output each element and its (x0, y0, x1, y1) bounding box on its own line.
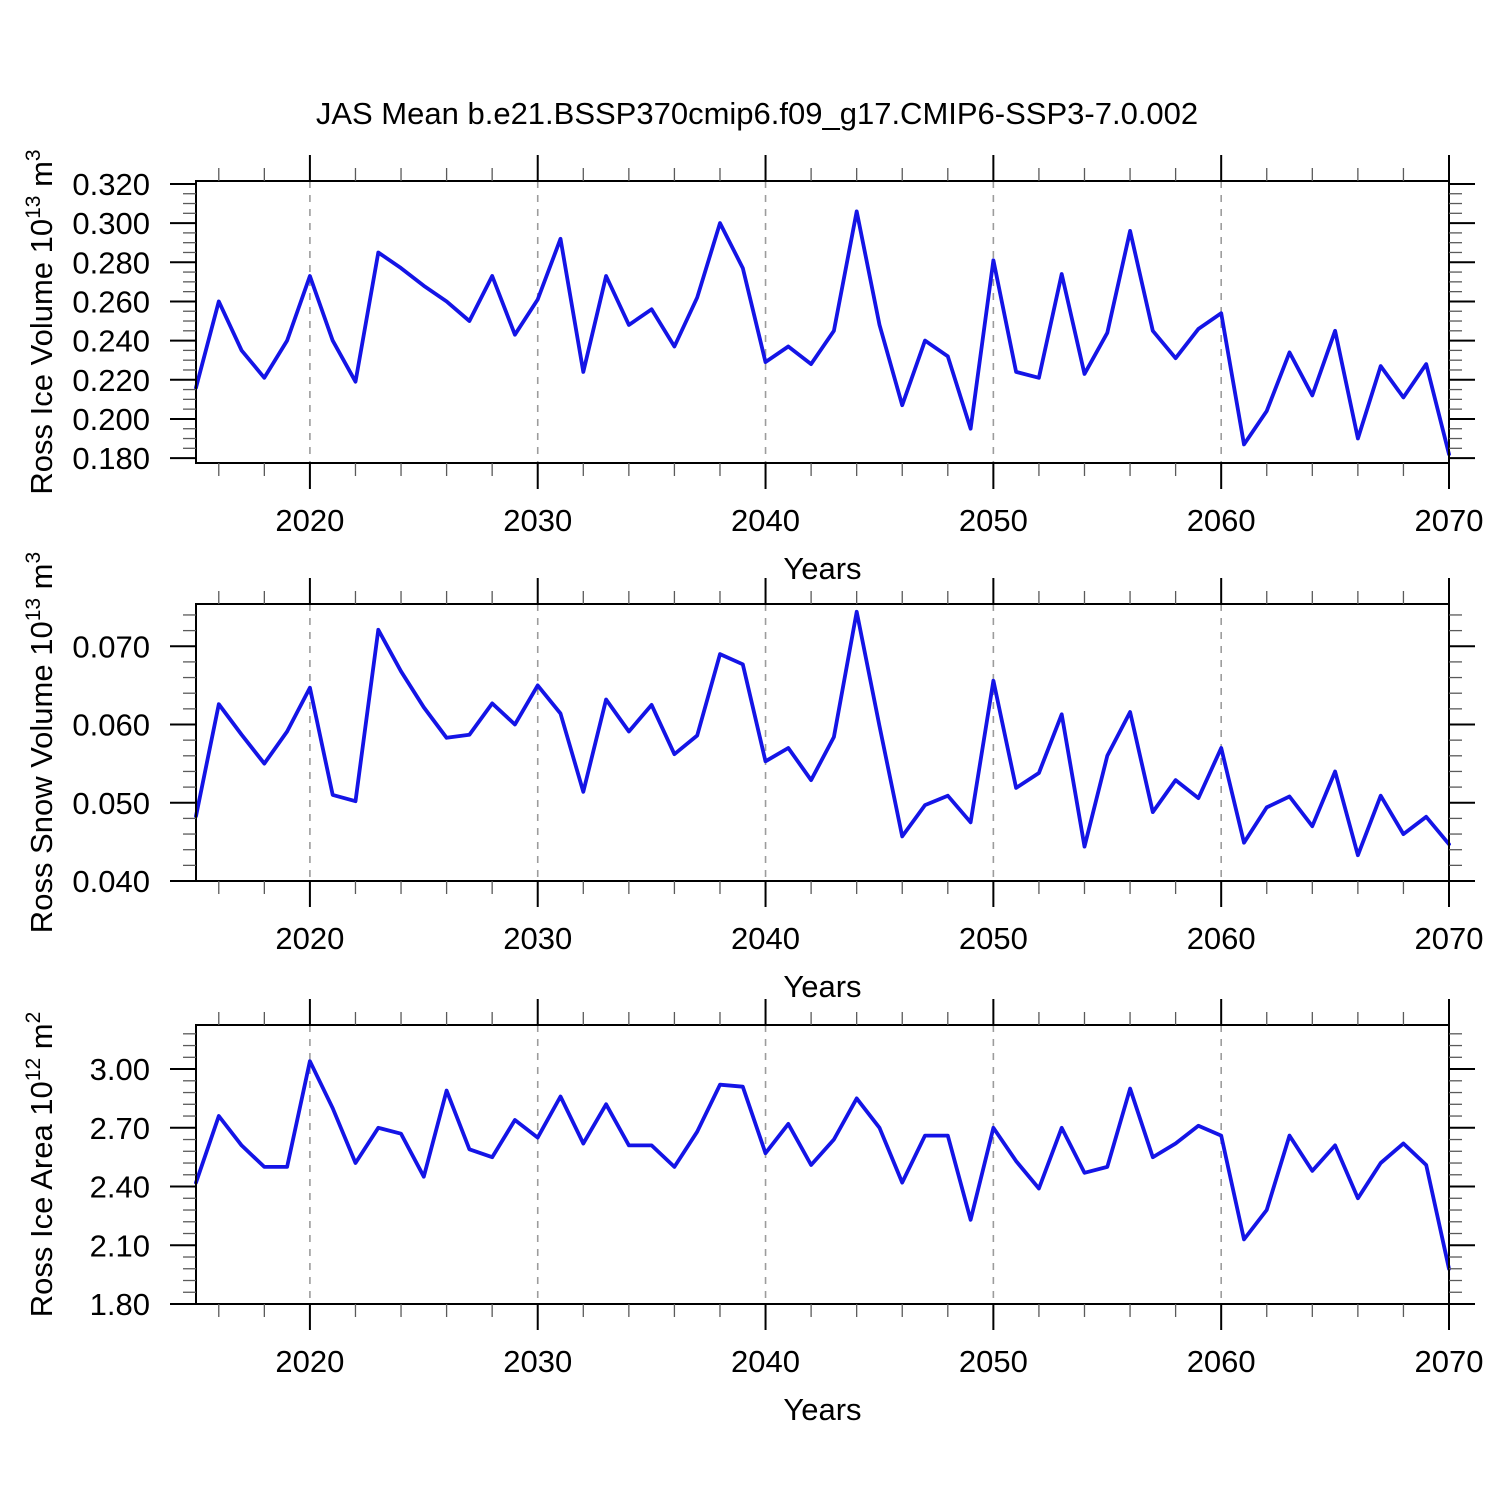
x-tick-label: 2050 (959, 1344, 1028, 1379)
y-tick-label: 1.80 (90, 1287, 150, 1322)
x-tick-label: 2070 (1415, 503, 1484, 538)
x-tick-label: 2040 (731, 503, 800, 538)
y-tick-label: 0.260 (72, 284, 150, 319)
x-tick-label: 2060 (1187, 503, 1256, 538)
y-tick-label: 0.180 (72, 441, 150, 476)
x-tick-label: 2070 (1415, 921, 1484, 956)
ross-snow-volume-line (194, 609, 1451, 858)
x-tick-label: 2020 (275, 921, 344, 956)
x-axis-title: Years (783, 1392, 861, 1427)
y-axis-title: Ross Ice Volume 1013 m3 (22, 149, 59, 494)
x-tick-label: 2030 (503, 503, 572, 538)
y-tick-label: 0.280 (72, 245, 150, 280)
x-axis-title: Years (783, 551, 861, 586)
y-tick-label: 2.10 (90, 1228, 150, 1263)
y-tick-label: 0.050 (72, 786, 150, 821)
x-tick-label: 2050 (959, 503, 1028, 538)
x-tick-label: 2070 (1415, 1344, 1484, 1379)
y-tick-label: 3.00 (90, 1052, 150, 1087)
chart-title: JAS Mean b.e21.BSSP370cmip6.f09_g17.CMIP… (315, 96, 1199, 131)
y-tick-label: 0.300 (72, 206, 150, 241)
ross-ice-volume-line (194, 209, 1451, 457)
y-tick-label: 0.070 (72, 629, 150, 664)
y-tick-label: 2.70 (90, 1111, 150, 1146)
x-tick-label: 2040 (731, 921, 800, 956)
plot-frame (195, 603, 1450, 882)
y-tick-label: 0.200 (72, 402, 150, 437)
x-tick-label: 2020 (275, 503, 344, 538)
ross-ice-area-line (194, 1059, 1451, 1271)
y-tick-label: 0.320 (72, 167, 150, 202)
y-tick-label: 2.40 (90, 1170, 150, 1205)
x-tick-label: 2030 (503, 921, 572, 956)
x-axis-title: Years (783, 969, 861, 1004)
y-axis-title: Ross Ice Area 1012 m2 (22, 1012, 59, 1318)
y-tick-label: 0.240 (72, 324, 150, 359)
y-tick-label: 0.040 (72, 864, 150, 899)
x-tick-label: 2060 (1187, 1344, 1256, 1379)
y-tick-label: 0.060 (72, 708, 150, 743)
x-tick-label: 2060 (1187, 921, 1256, 956)
plot-frame (195, 1024, 1450, 1305)
x-tick-label: 2020 (275, 1344, 344, 1379)
y-tick-label: 0.220 (72, 363, 150, 398)
x-tick-label: 2040 (731, 1344, 800, 1379)
x-tick-label: 2050 (959, 921, 1028, 956)
plot-frame (195, 180, 1450, 464)
x-tick-label: 2030 (503, 1344, 572, 1379)
y-axis-title: Ross Snow Volume 1013 m3 (22, 552, 59, 933)
